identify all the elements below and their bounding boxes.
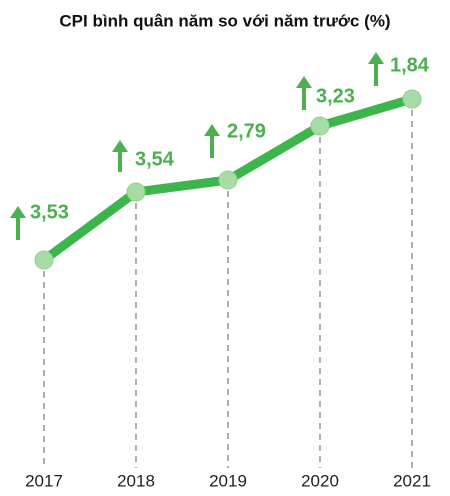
value-label: 1,84 xyxy=(390,54,430,76)
year-label: 2021 xyxy=(393,471,431,490)
year-label: 2020 xyxy=(301,471,339,490)
point xyxy=(310,116,330,136)
value-label: 3,23 xyxy=(316,85,355,107)
year-label: 2017 xyxy=(25,471,63,490)
arrow-head xyxy=(368,52,384,64)
arrow-head xyxy=(10,206,26,218)
value-label: 3,54 xyxy=(135,148,175,170)
point xyxy=(218,170,238,190)
value-label: 3,53 xyxy=(30,201,69,223)
point xyxy=(34,250,54,270)
guide-lines xyxy=(43,99,413,468)
arrow-head xyxy=(204,124,220,136)
point xyxy=(402,89,422,109)
year-label: 2018 xyxy=(117,471,155,490)
items: 2017 3,53 2018 3,54 2019 2,79 2020 3,23 2021 1,84 xyxy=(10,52,431,490)
title: CPI bình quân năm so với năm trước (%) xyxy=(59,11,390,30)
arrow-head xyxy=(296,76,312,88)
value-label: 2,79 xyxy=(227,120,266,142)
point xyxy=(126,182,146,202)
year-label: 2019 xyxy=(209,471,247,490)
arrow-head xyxy=(112,140,128,152)
